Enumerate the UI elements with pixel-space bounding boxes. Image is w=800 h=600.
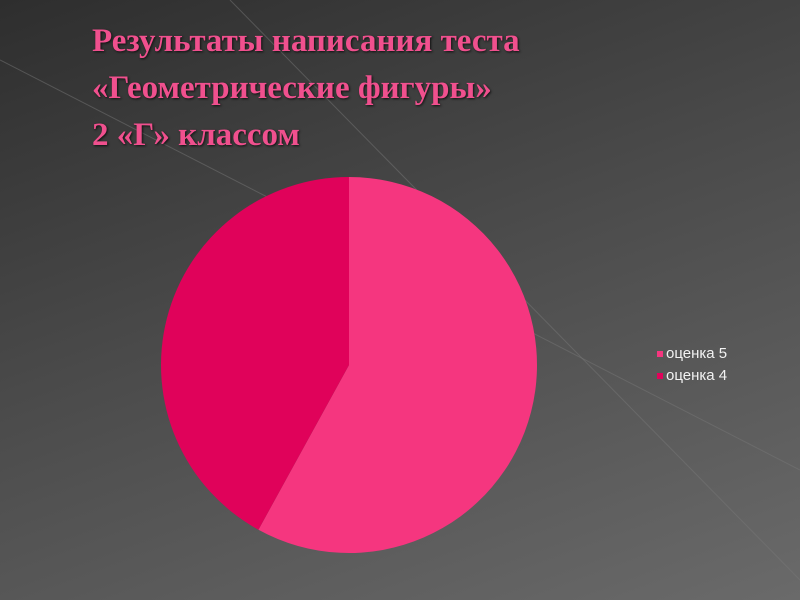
pie-slice	[161, 177, 349, 530]
legend-label: оценка 4	[666, 367, 727, 384]
legend-marker	[657, 351, 663, 357]
pie-slice	[258, 177, 537, 553]
legend: оценка 5 оценка 4	[657, 345, 727, 384]
legend-label: оценка 5	[666, 345, 727, 362]
pie	[161, 177, 537, 553]
legend-marker	[657, 373, 663, 379]
chart-title: Результаты написания теста «Геометрическ…	[92, 23, 520, 153]
